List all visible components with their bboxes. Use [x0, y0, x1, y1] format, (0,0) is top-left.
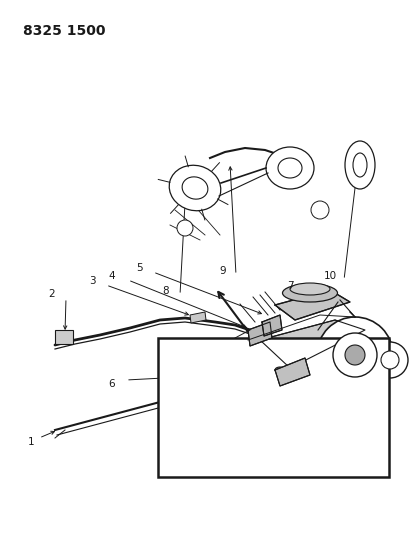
Ellipse shape	[274, 367, 284, 373]
Ellipse shape	[182, 177, 207, 199]
Polygon shape	[245, 350, 389, 415]
Text: 9: 9	[219, 266, 226, 276]
Ellipse shape	[265, 147, 313, 189]
Text: 3: 3	[88, 276, 95, 286]
Polygon shape	[189, 312, 205, 323]
Ellipse shape	[169, 165, 220, 211]
Circle shape	[371, 342, 407, 378]
Text: 10: 10	[323, 271, 336, 281]
Text: 4: 4	[108, 271, 115, 281]
Ellipse shape	[352, 153, 366, 177]
Circle shape	[177, 220, 193, 236]
Circle shape	[380, 351, 398, 369]
Text: 2: 2	[49, 289, 55, 299]
Circle shape	[310, 201, 328, 219]
Circle shape	[316, 317, 392, 393]
Polygon shape	[247, 322, 271, 346]
Text: 8325 1500: 8325 1500	[22, 24, 105, 38]
Bar	[157, 338, 389, 477]
Text: 1: 1	[28, 437, 34, 447]
Ellipse shape	[289, 283, 329, 295]
Ellipse shape	[277, 158, 301, 178]
Text: 5: 5	[136, 263, 143, 273]
Polygon shape	[274, 290, 349, 320]
Bar	[55, 330, 73, 344]
Circle shape	[344, 345, 364, 365]
Text: 6: 6	[108, 379, 115, 389]
Text: 7: 7	[286, 281, 292, 291]
Polygon shape	[274, 358, 309, 386]
Polygon shape	[261, 315, 281, 336]
Ellipse shape	[344, 141, 374, 189]
Polygon shape	[259, 320, 364, 368]
Ellipse shape	[282, 284, 337, 302]
Circle shape	[332, 333, 376, 377]
Text: 8: 8	[162, 286, 169, 296]
